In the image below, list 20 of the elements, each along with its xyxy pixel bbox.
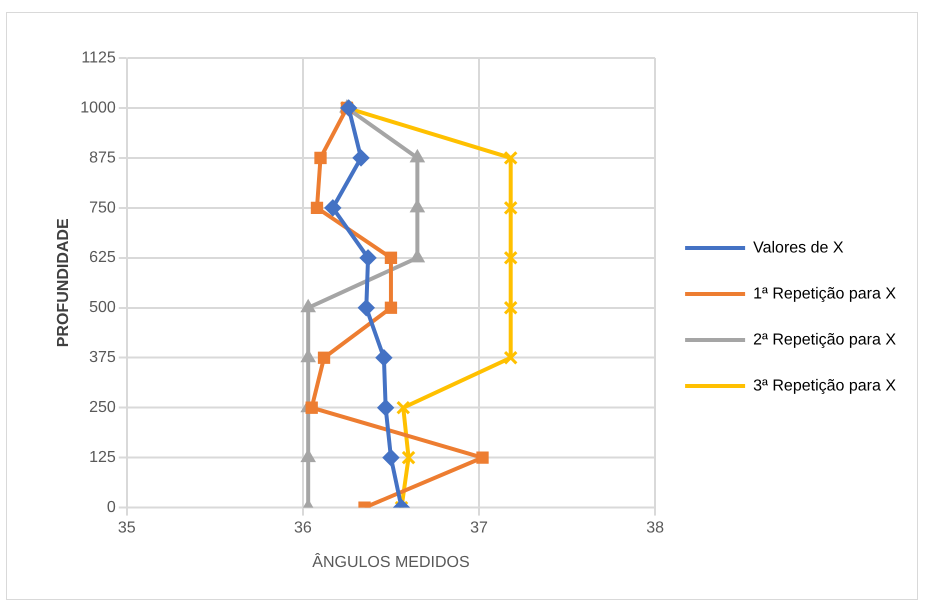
y-tick-label: 1125 (81, 49, 116, 66)
y-tick-label: 750 (89, 199, 116, 216)
y-tick-label: 500 (89, 299, 116, 316)
x-tick-label: 36 (294, 520, 312, 537)
x-tick-label: 37 (470, 520, 488, 537)
y-tick-label: 375 (89, 349, 116, 366)
y-tick-label: 625 (89, 249, 116, 266)
legend-label: Valores de X (753, 239, 844, 256)
y-tick-label: 0 (106, 499, 116, 516)
x-tick-label: 38 (646, 520, 664, 537)
y-tick-label: 250 (89, 399, 116, 416)
x-tick-label: 35 (118, 520, 136, 537)
x-axis-title: ÂNGULOS MEDIDOS (312, 552, 470, 571)
legend-label: 2ª Repetição para X (753, 331, 896, 348)
y-axis-title: PROFUNDIDADE (55, 218, 72, 348)
y-tick-label: 1000 (80, 99, 116, 116)
y-tick-label: 875 (89, 149, 116, 166)
legend-label: 1ª Repetição para X (753, 285, 896, 302)
y-tick-label: 125 (89, 449, 116, 466)
legend-label: 3ª Repetição para X (753, 377, 896, 394)
